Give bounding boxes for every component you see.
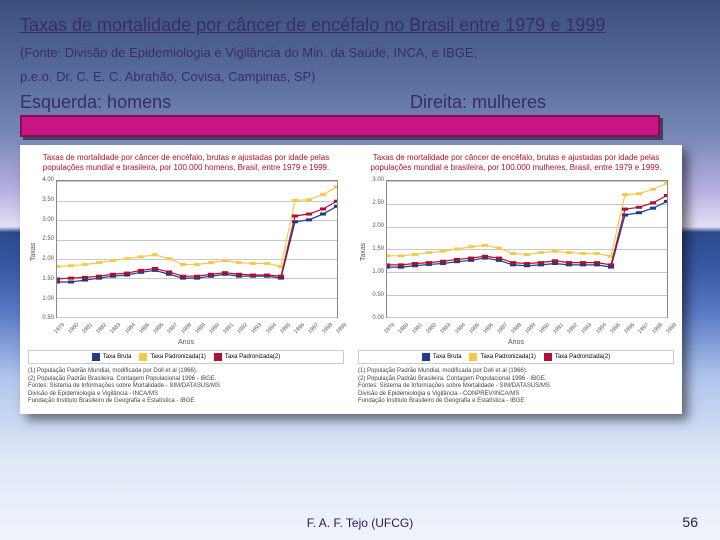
footer-center: F. A. F. Tejo (UFCG) <box>307 516 413 530</box>
right-chart-title: Taxas de mortalidade por câncer de encéf… <box>358 153 674 172</box>
charts-container: Taxas de mortalidade por câncer de encéf… <box>20 145 682 414</box>
left-label: Esquerda: homens <box>20 92 310 113</box>
page-number: 56 <box>682 514 698 530</box>
source-line-2: p.e.o. Dr. C. E. C. Abrahão, Covisa, Cam… <box>20 67 700 88</box>
right-chart-plot: 0.000.501.001.502.002.503.00Taxas1979198… <box>358 176 674 346</box>
left-chart-title: Taxas de mortalidade por câncer de encéf… <box>28 153 344 172</box>
right-label: Direita: mulheres <box>410 92 700 113</box>
right-chart-legend: Taxa BrutaTaxa Padronizada(1)Taxa Padron… <box>358 350 674 364</box>
slide-title: Taxas de mortalidade por câncer de encéf… <box>20 14 700 37</box>
left-chart-plot: 0.501.001.502.002.503.003.504.00Taxas197… <box>28 176 344 346</box>
left-chart-legend: Taxa BrutaTaxa Padronizada(1)Taxa Padron… <box>28 350 344 364</box>
source-line-1: (Fonte: Divisão de Epidemiologia e Vigil… <box>20 43 700 64</box>
right-chart-footnotes: (1) População Padrão Mundial, modificada… <box>358 368 674 406</box>
magenta-bar <box>20 115 660 137</box>
right-chart: Taxas de mortalidade por câncer de encéf… <box>354 149 678 410</box>
left-chart-footnotes: (1) População Padrão Mundial, modificada… <box>28 368 344 406</box>
left-chart: Taxas de mortalidade por câncer de encéf… <box>24 149 348 410</box>
